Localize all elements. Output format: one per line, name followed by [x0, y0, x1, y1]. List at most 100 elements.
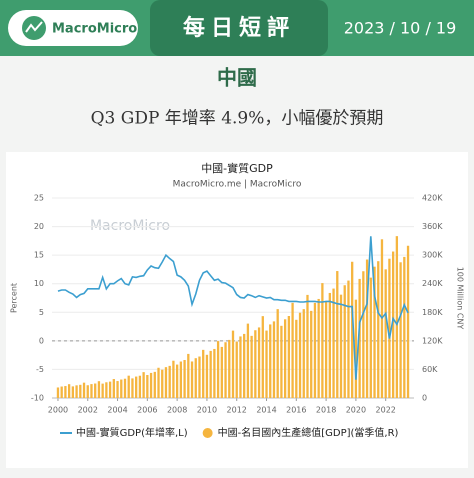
bar — [123, 378, 127, 398]
bar — [339, 294, 343, 398]
bar — [291, 302, 294, 398]
bar — [79, 384, 82, 398]
x-tick-label: 2000 — [48, 406, 68, 415]
bar — [272, 321, 276, 398]
bar — [138, 375, 142, 398]
watermark: MacroMicro — [90, 218, 170, 234]
bar — [202, 349, 205, 398]
chart-subtitle: MacroMicro.me | MacroMicro — [173, 180, 302, 190]
bar — [108, 381, 112, 398]
bar — [120, 379, 123, 398]
bar — [157, 367, 160, 398]
bar — [365, 259, 369, 398]
y2-tick-label: 60K — [422, 365, 438, 374]
bar — [131, 378, 134, 398]
x-tick-label: 2010 — [197, 406, 217, 415]
bar — [235, 341, 238, 398]
plot: -10 -5 0 5 10 15 20 25 0 60K 120K 180K 240K 300K 360K 4… — [31, 194, 443, 440]
y2-tick-label: 120K — [422, 336, 443, 345]
y2-axis-title: 100 Million CNY — [456, 267, 465, 330]
bar — [384, 269, 387, 398]
bar — [97, 381, 101, 398]
bar — [127, 375, 130, 398]
chart-title: 中國-實質GDP — [201, 161, 273, 175]
bar — [239, 336, 242, 398]
bar — [283, 319, 287, 398]
bar — [254, 330, 257, 398]
x-tick-label: 2018 — [316, 406, 336, 415]
bar — [198, 356, 201, 398]
bar — [336, 271, 339, 398]
bar — [172, 360, 175, 398]
bar — [369, 277, 372, 398]
y2-tick-label: 240K — [422, 279, 443, 288]
bar — [287, 316, 291, 398]
bar — [94, 383, 97, 398]
line — [57, 236, 409, 380]
bar — [377, 261, 380, 398]
bar — [228, 339, 231, 398]
bar — [164, 367, 168, 398]
bar — [142, 372, 145, 398]
bar — [276, 309, 279, 398]
legend-label: 中國-實質GDP(年增率,L) — [76, 426, 188, 439]
bar — [209, 350, 212, 398]
legend-label: 中國-名目國內生產總值[GDP](當季值,R) — [218, 426, 399, 439]
bar — [60, 386, 63, 398]
bar — [75, 385, 78, 398]
bar — [161, 369, 164, 398]
y-tick-label: 15 — [34, 251, 44, 260]
x-tick-label: 2016 — [286, 406, 306, 415]
bar — [403, 256, 406, 398]
bar — [146, 375, 149, 398]
bar — [179, 361, 183, 398]
logo-mark — [25, 21, 43, 33]
headline-title: 中國 — [217, 66, 257, 90]
bar — [313, 302, 317, 398]
bar — [362, 271, 365, 398]
bar — [388, 258, 391, 398]
bar — [86, 385, 89, 398]
bar — [261, 316, 264, 398]
bar — [265, 330, 268, 398]
bar — [183, 360, 186, 398]
label-tab — [150, 0, 328, 56]
bar — [190, 361, 194, 398]
bar — [194, 358, 197, 398]
bar — [231, 330, 235, 398]
bar — [82, 382, 86, 398]
bar — [332, 288, 335, 398]
bar — [269, 324, 272, 398]
headline-subtitle: Q3 GDP 年增率 4.9%，小幅優於預期 — [91, 109, 384, 129]
bar — [310, 310, 313, 398]
y2-tick-label: 300K — [422, 251, 443, 260]
x-tick-label: 2004 — [107, 406, 127, 415]
x-tick-label: 2006 — [137, 406, 157, 415]
legend-swatch — [202, 428, 213, 438]
x-tick-label: 2008 — [167, 406, 187, 415]
bar — [391, 251, 395, 398]
bar — [243, 333, 246, 398]
x-tick-label: 2020 — [346, 406, 366, 415]
y2-tick-label: 180K — [422, 308, 443, 317]
bar — [116, 381, 119, 398]
date-text: 2023 / 10 / 19 — [344, 19, 457, 38]
y-tick-label: 25 — [34, 194, 44, 203]
bar — [105, 382, 108, 398]
chart-panel — [6, 152, 468, 468]
bar — [347, 280, 350, 398]
x-tick-label: 2022 — [376, 406, 396, 415]
bar — [153, 371, 156, 398]
bar — [324, 301, 328, 398]
bar — [302, 309, 305, 398]
bar — [395, 236, 399, 398]
bar — [298, 312, 302, 398]
y2-tick-label: 420K — [422, 194, 443, 203]
x-tick-label: 2012 — [227, 406, 247, 415]
bar — [354, 299, 358, 398]
label-text: 每日短評 — [183, 15, 295, 41]
bar — [358, 278, 361, 398]
bar — [351, 261, 354, 398]
bar — [56, 387, 60, 398]
